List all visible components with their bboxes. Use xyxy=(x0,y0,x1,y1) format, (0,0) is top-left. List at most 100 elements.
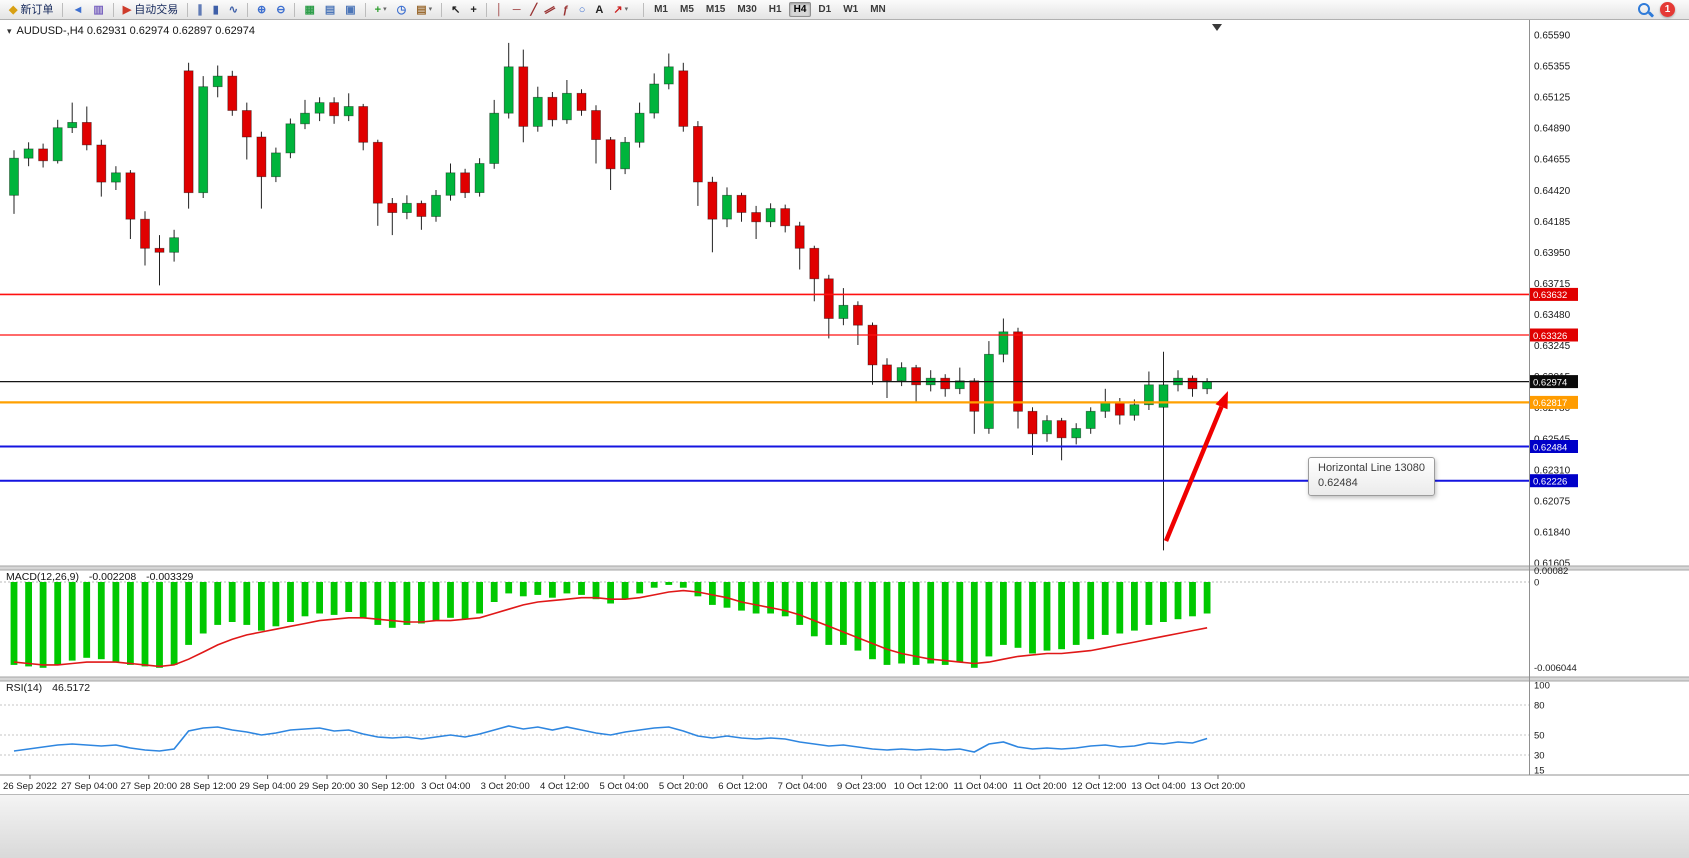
candle xyxy=(387,198,398,236)
timeframe-m15-button[interactable]: M15 xyxy=(705,4,726,15)
chart-title-text: AUDUSD-,H4 0.62931 0.62974 0.62897 0.629… xyxy=(16,25,256,37)
candle xyxy=(867,322,878,385)
timeframe-m30-button[interactable]: M30 xyxy=(737,4,757,15)
autotrading-button[interactable]: ▶ 自动交易 xyxy=(119,1,182,19)
chart-shift-marker[interactable] xyxy=(1212,24,1222,31)
time-axis: 26 Sep 2022 27 Sep 04:00 27 Sep 20:00 28 Se… xyxy=(3,775,1245,792)
zoom-out-icon[interactable]: ⊖ xyxy=(272,1,289,19)
horizontal-line-icon[interactable]: ─ xyxy=(509,1,525,19)
toolbar: ◆ 新订单 ◄ ▥ ▶ 自动交易 ∥ ▮ ∿ ⊕ ⊖ ▦ ▤ ▣ + ▾ ◷ ▤ ▾ ↖ + │ ─ ╱ ∥ ƒ ○ A ↗ ▾ M1 M5… xyxy=(0,0,1689,20)
zoom-in-icon[interactable]: ⊕ xyxy=(253,1,270,19)
toolbar-separator xyxy=(643,2,645,17)
candle xyxy=(940,374,951,397)
time-label: 3 Oct 20:00 xyxy=(481,781,530,792)
tile-windows-icon[interactable]: ▦ xyxy=(300,1,318,19)
timeframe-m1-button[interactable]: M1 xyxy=(654,4,668,15)
horizontal-line-62484[interactable]: 0.62484 xyxy=(0,440,1578,453)
fibonacci-icon[interactable]: ƒ xyxy=(559,1,573,19)
horizontal-line-63326[interactable]: 0.63326 xyxy=(0,328,1578,342)
candle xyxy=(620,137,630,175)
candle xyxy=(809,245,820,302)
horizontal-line-63632[interactable]: 0.63632 xyxy=(0,287,1578,301)
candle xyxy=(460,168,471,198)
macd-name: MACD(12,26,9) xyxy=(6,571,79,583)
candlestick-chart-icon[interactable]: ▮ xyxy=(209,1,223,19)
time-label: 11 Oct 20:00 xyxy=(1013,781,1067,792)
time-label: 10 Oct 12:00 xyxy=(894,781,948,792)
candle xyxy=(96,139,107,197)
new-order-button[interactable]: ◆ 新订单 xyxy=(5,1,57,19)
rsi-panel-splitter[interactable] xyxy=(0,676,1689,682)
timeframe-w1-button[interactable]: W1 xyxy=(843,4,859,15)
horizontal-line-62974[interactable]: 0.62974 xyxy=(0,375,1578,388)
new-order-button-label: 新订单 xyxy=(20,3,54,16)
horizontal-line-62817[interactable]: 0.62817 xyxy=(0,395,1578,409)
time-label: 6 Oct 12:00 xyxy=(718,781,767,792)
chevron-down-icon[interactable]: ▾ xyxy=(624,5,629,13)
arrows-icon[interactable]: ↗ ▾ xyxy=(609,1,632,19)
chevron-down-icon[interactable]: ▾ xyxy=(383,5,387,13)
data-window-icon: ▤ xyxy=(416,3,427,16)
shapes-icon[interactable]: ○ xyxy=(575,1,590,19)
one-click-trading-toggle[interactable]: ▾ xyxy=(7,25,12,36)
timeframe-mn-button[interactable]: MN xyxy=(870,4,886,15)
toolbar-separator xyxy=(485,2,487,17)
candle xyxy=(649,73,660,119)
candle xyxy=(227,70,238,116)
candle xyxy=(794,221,805,270)
line-chart-icon[interactable]: ∿ xyxy=(225,1,242,19)
candle xyxy=(416,200,427,230)
candle xyxy=(1056,417,1067,461)
chevron-down-icon[interactable]: ▾ xyxy=(428,5,433,13)
candle xyxy=(431,190,441,222)
time-label: 12 Oct 12:00 xyxy=(1072,781,1126,792)
chart-canvas: 0.65590 0.65355 0.65125 0.64890 0.64655 0.644… xyxy=(0,20,1689,794)
rsi-value: 46.5172 xyxy=(52,682,91,694)
tooltip-value: 0.62484 xyxy=(1318,477,1358,489)
bar-chart-icon: ∥ xyxy=(197,3,203,16)
crosshair-icon[interactable]: + xyxy=(466,1,480,19)
track-chart-icon[interactable]: ▣ xyxy=(341,1,359,19)
trend-arrow[interactable] xyxy=(1163,391,1228,542)
timeframe-h4-button[interactable]: H4 xyxy=(788,2,812,17)
vertical-line-icon[interactable]: │ xyxy=(492,1,507,19)
toolbar-groups: ◆ 新订单 ◄ ▥ ▶ 自动交易 ∥ ▮ ∿ ⊕ ⊖ ▦ ▤ ▣ + ▾ ◷ ▤ ▾ ↖ + │ ─ ╱ ∥ ƒ ○ A ↗ ▾ xyxy=(4,1,633,19)
notification-badge[interactable]: 1 xyxy=(1660,2,1675,17)
rsi-label: RSI(14) 46.5172 xyxy=(6,682,90,694)
new-chart-icon[interactable]: + ▾ xyxy=(371,1,391,19)
candle xyxy=(1071,423,1082,445)
sound-alerts-icon[interactable]: ◄ xyxy=(68,1,87,19)
horizontal-line-62226[interactable]: 0.62226 xyxy=(0,474,1578,488)
cursor-icon[interactable]: ↖ xyxy=(447,1,464,19)
candle xyxy=(503,42,514,119)
toolbar-separator xyxy=(62,2,64,17)
data-window-icon[interactable]: ▤ ▾ xyxy=(412,1,436,19)
arrange-horizontal-icon[interactable]: ▤ xyxy=(321,1,339,19)
price-label: 0.63950 xyxy=(1534,248,1571,259)
candle xyxy=(911,364,921,402)
macd-panel-splitter[interactable] xyxy=(0,565,1689,571)
equidistant-channel-icon[interactable]: ∥ xyxy=(543,1,557,19)
candle xyxy=(853,301,863,345)
clock-icon[interactable]: ◷ xyxy=(393,1,411,19)
time-label: 3 Oct 04:00 xyxy=(421,781,470,792)
timeframe-d1-button[interactable]: D1 xyxy=(818,4,832,15)
bar-chart-icon[interactable]: ∥ xyxy=(193,1,207,19)
price-label: 0.64185 xyxy=(1534,217,1571,228)
text-icon[interactable]: A xyxy=(591,1,607,19)
timeframe-h1-button[interactable]: H1 xyxy=(768,4,782,15)
trendline-icon[interactable]: ╱ xyxy=(526,1,541,19)
time-label: 13 Oct 20:00 xyxy=(1191,781,1245,792)
candle xyxy=(518,49,529,143)
candle xyxy=(780,204,791,233)
market-depth-icon[interactable]: ▥ xyxy=(89,1,107,19)
price-label: 0.65125 xyxy=(1534,93,1571,104)
time-label: 7 Oct 04:00 xyxy=(778,781,827,792)
price-label: 0.65355 xyxy=(1534,62,1571,73)
price-label: 0.61605 xyxy=(1534,559,1571,570)
timeframe-m5-button[interactable]: M5 xyxy=(679,4,694,15)
svg-text:0.62817: 0.62817 xyxy=(1533,398,1567,409)
search-overlay-icon[interactable] xyxy=(1637,2,1655,18)
candle xyxy=(445,163,456,201)
